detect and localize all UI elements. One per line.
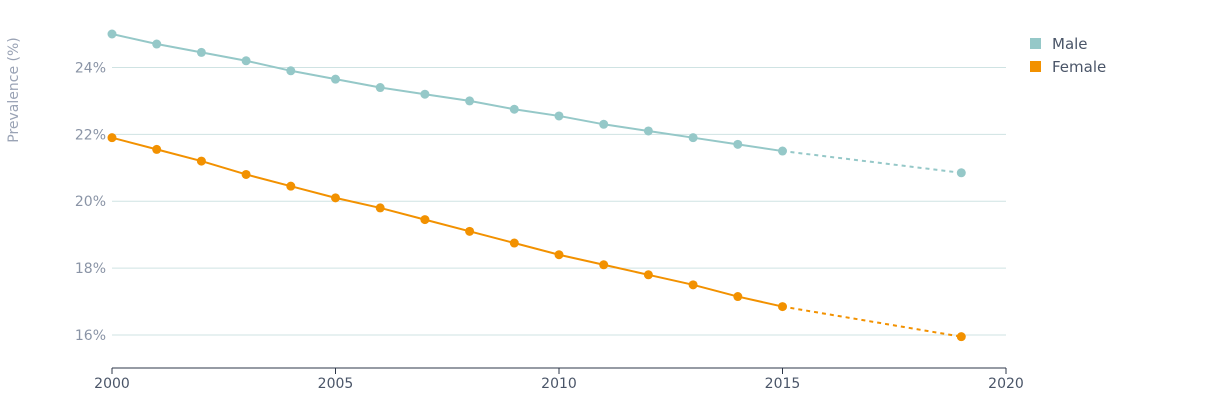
series-line-female xyxy=(111,136,783,308)
data-point-female xyxy=(152,144,162,154)
data-point-female xyxy=(599,260,609,270)
x-tick-label: 2000 xyxy=(94,376,130,392)
data-point-female xyxy=(375,203,385,213)
legend-item-male[interactable]: Male xyxy=(1030,32,1106,55)
data-point-male xyxy=(331,74,340,84)
y-axis: 16% 18% 20% 22% 24% xyxy=(75,60,106,344)
data-point-female xyxy=(688,280,698,290)
data-point-female xyxy=(196,156,206,166)
y-tick-label: 24% xyxy=(75,60,106,76)
data-point-male xyxy=(733,139,743,149)
data-point-female xyxy=(643,270,653,280)
data-point-male xyxy=(599,119,609,129)
data-point-male xyxy=(778,146,787,156)
data-point-male xyxy=(196,47,206,57)
x-tick-label: 2005 xyxy=(318,376,354,392)
x-tick-label: 2020 xyxy=(988,376,1024,392)
data-point-male xyxy=(375,83,385,93)
data-point-female xyxy=(286,181,296,191)
data-point-female xyxy=(465,226,475,236)
legend-swatch-male xyxy=(1030,38,1041,49)
y-tick-label: 18% xyxy=(75,261,106,277)
data-point-female xyxy=(107,133,117,143)
y-tick-label: 22% xyxy=(75,127,106,143)
legend-swatch-female xyxy=(1030,61,1041,72)
data-point-male xyxy=(152,39,162,49)
legend-label-female: Female xyxy=(1052,57,1107,76)
series-group xyxy=(107,29,966,342)
data-point-female xyxy=(420,215,430,225)
data-point-male xyxy=(465,96,475,106)
x-tick-label: 2015 xyxy=(765,376,801,392)
y-tick-label: 20% xyxy=(75,194,106,210)
legend-label-male: Male xyxy=(1052,34,1088,53)
series-line-male xyxy=(111,33,783,153)
x-axis: 2000 2005 2010 2015 2020 xyxy=(94,368,1024,392)
x-tick-label: 2010 xyxy=(541,376,577,392)
data-point-female xyxy=(554,250,564,260)
data-point-female xyxy=(241,169,251,179)
data-point-female xyxy=(778,302,787,312)
y-tick-label: 16% xyxy=(75,328,106,344)
data-point-male xyxy=(554,111,564,121)
line-chart: 16% 18% 20% 22% 24% 2000 2005 2010 2015 2020 Pre… xyxy=(6,29,1024,392)
projection-point-male xyxy=(956,168,966,178)
y-axis-label: Prevalence (%) xyxy=(6,37,22,143)
data-point-male xyxy=(643,126,653,136)
data-point-male xyxy=(420,89,430,99)
legend: Male Female xyxy=(1030,32,1106,78)
data-point-female xyxy=(331,193,340,203)
projection-point-female xyxy=(956,332,966,342)
data-point-male xyxy=(509,104,519,114)
data-point-female xyxy=(733,292,743,302)
legend-item-female[interactable]: Female xyxy=(1030,55,1106,78)
projection-line-male xyxy=(782,150,962,174)
data-point-male xyxy=(286,66,296,76)
data-point-female xyxy=(509,238,519,248)
data-point-male xyxy=(688,133,698,143)
projection-line-female xyxy=(782,305,962,338)
data-point-male xyxy=(107,29,117,39)
data-point-male xyxy=(241,56,251,66)
